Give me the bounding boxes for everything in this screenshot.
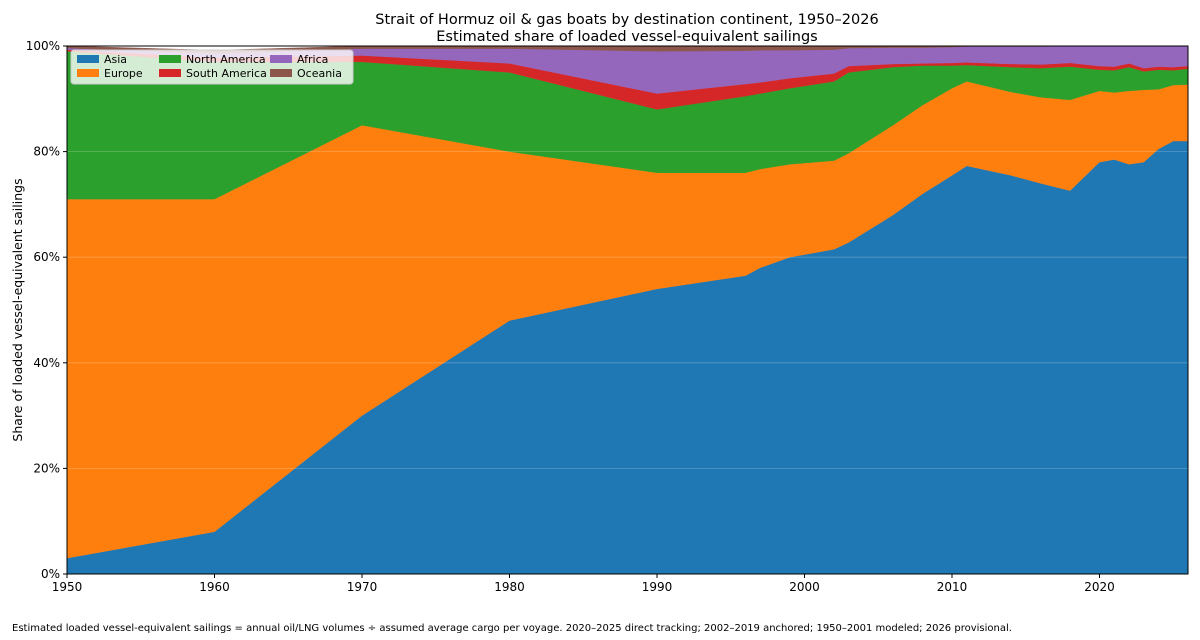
chart-subtitle: Estimated share of loaded vessel-equival… [436, 29, 817, 45]
legend-item-asia: Asia [77, 53, 127, 66]
legend-swatch [270, 55, 292, 63]
x-tick-label: 2020 [1084, 580, 1115, 594]
legend-label: Africa [297, 53, 328, 66]
y-tick-label: 60% [33, 250, 60, 264]
footnote: Estimated loaded vessel-equivalent saili… [12, 623, 1012, 634]
legend-swatch [159, 69, 181, 77]
chart-title: Strait of Hormuz oil & gas boats by dest… [375, 12, 878, 28]
legend-label: Asia [104, 53, 127, 66]
legend-swatch [77, 69, 99, 77]
legend-item-africa: Africa [270, 53, 328, 66]
legend-label: Oceania [297, 67, 342, 80]
legend-label: South America [186, 67, 267, 80]
grid-lines [67, 151, 1188, 469]
legend-swatch [159, 55, 181, 63]
legend-item-europe: Europe [77, 67, 143, 80]
x-tick-label: 1990 [642, 580, 673, 594]
legend-swatch [77, 55, 99, 63]
x-axis: 1950 1960 1970 1980 1990 2000 2010 2020 [52, 574, 1115, 594]
legend-item-north-america: North America [159, 53, 266, 66]
legend-swatch [270, 69, 292, 77]
y-tick-label: 0% [41, 567, 60, 581]
x-tick-label: 1980 [494, 580, 525, 594]
y-tick-label: 40% [33, 356, 60, 370]
x-tick-label: 1960 [199, 580, 230, 594]
legend-label: Europe [104, 67, 143, 80]
x-tick-label: 1950 [52, 580, 83, 594]
plot-frame [66, 45, 1189, 575]
y-axis-label: Share of loaded vessel-equivalent sailin… [10, 178, 25, 441]
y-tick-label: 100% [26, 39, 60, 53]
x-tick-label: 2010 [937, 580, 968, 594]
x-tick-label: 2000 [789, 580, 820, 594]
y-axis: 0% 20% 40% 60% 80% 100% [26, 39, 67, 581]
y-tick-label: 80% [33, 145, 60, 159]
legend-label: North America [186, 53, 266, 66]
y-tick-label: 20% [33, 461, 60, 475]
legend-item-oceania: Oceania [270, 67, 342, 80]
legend-item-south-america: South America [159, 67, 267, 80]
area-series-group [66, 45, 1189, 575]
x-tick-label: 1970 [347, 580, 378, 594]
